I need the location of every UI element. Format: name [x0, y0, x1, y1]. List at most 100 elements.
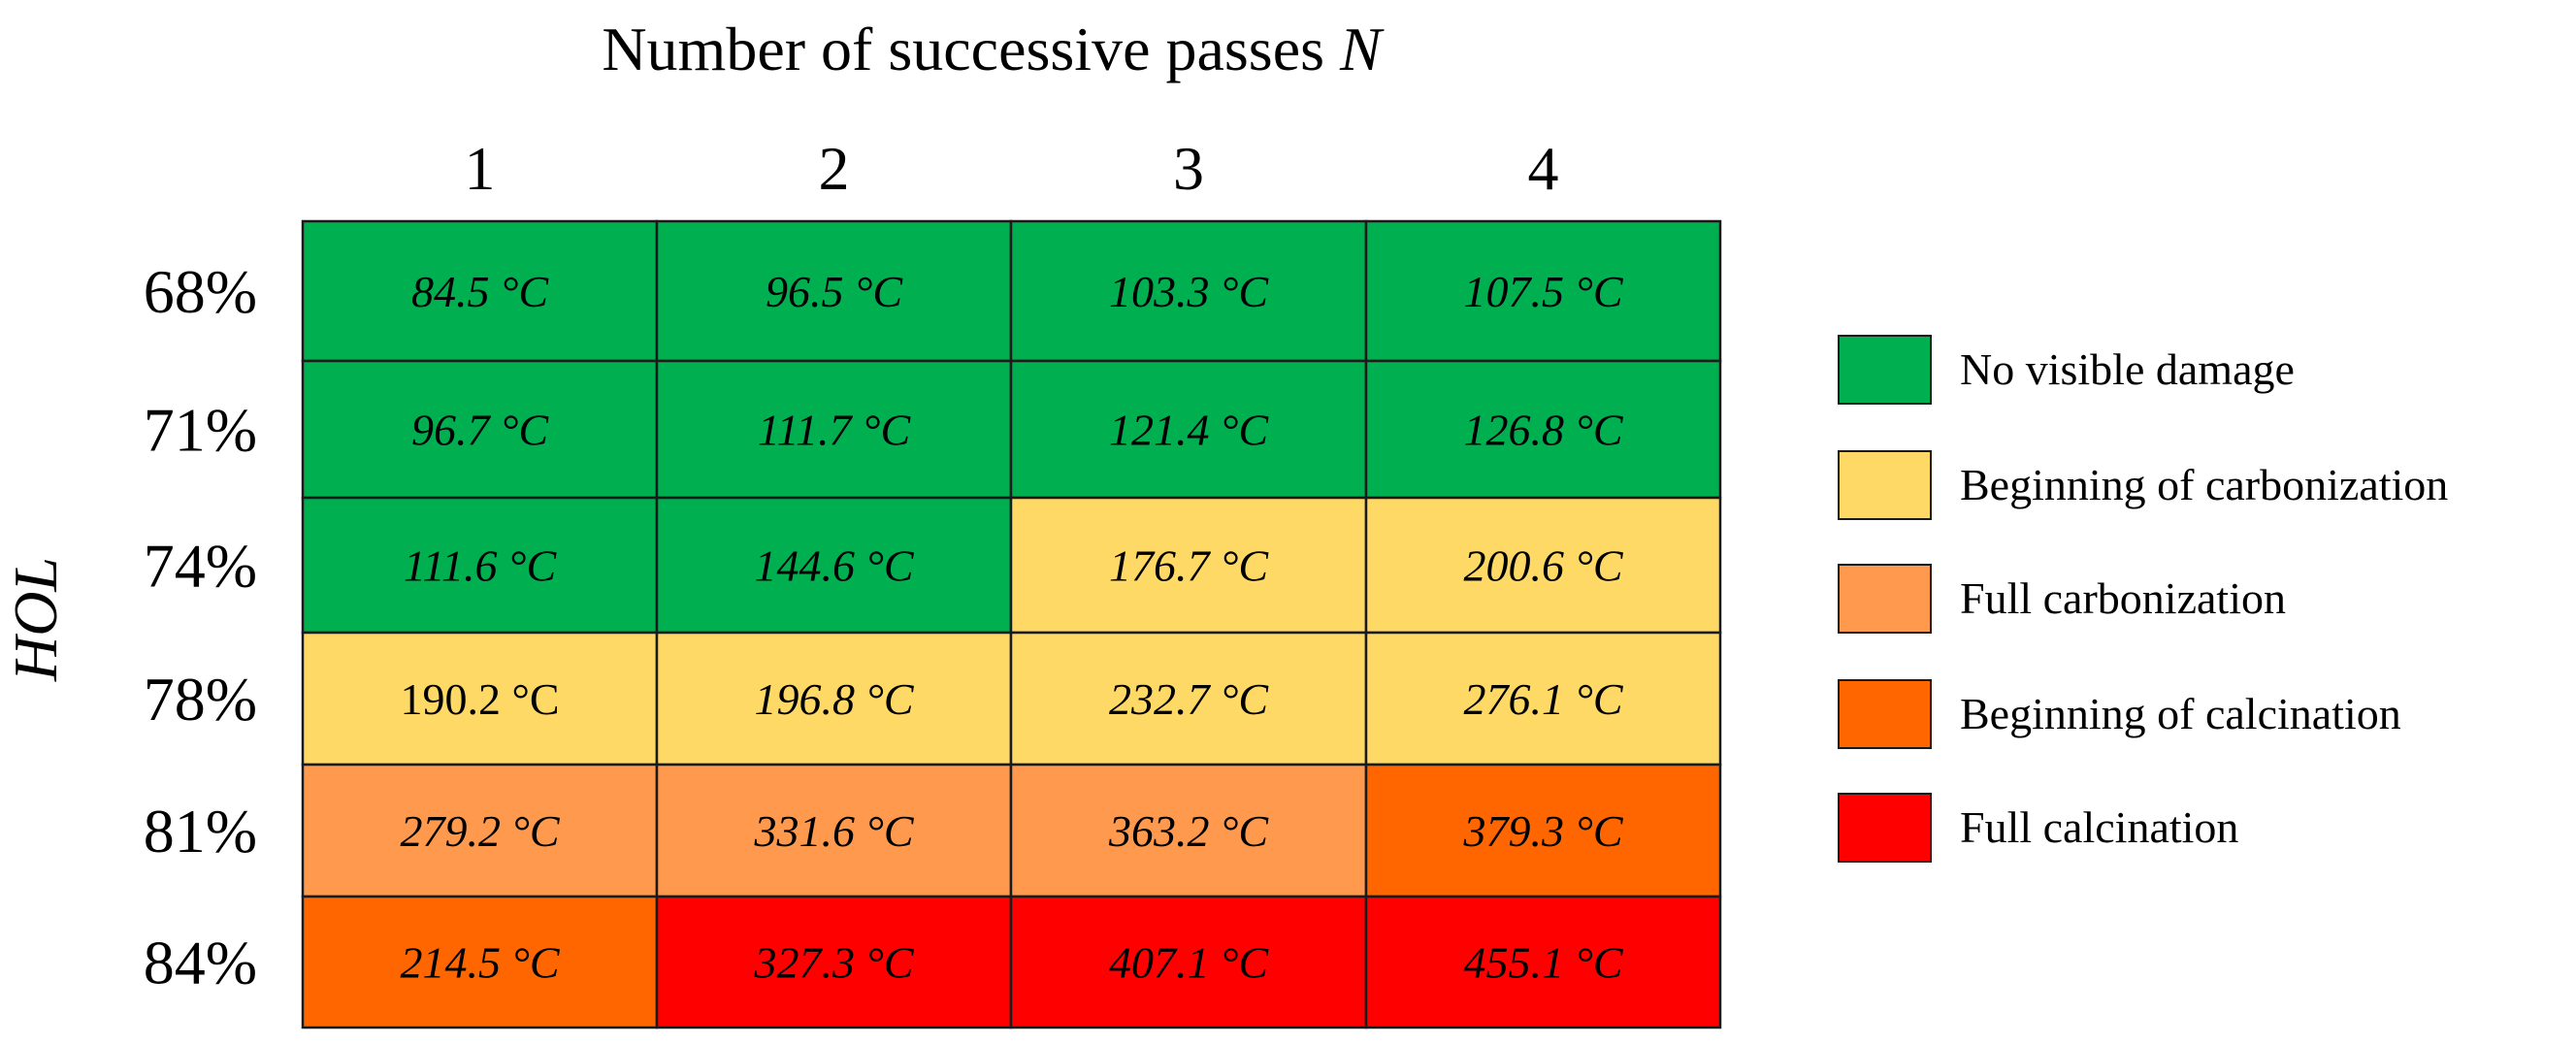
heatmap-cell-label: 327.3 °C	[753, 938, 914, 988]
heatmap-cell-label: 96.7 °C	[411, 406, 549, 455]
heatmap-cell: 176.7 °C	[1009, 496, 1368, 635]
heatmap-cell-rect	[655, 359, 1013, 500]
heatmap-cell-label: 379.3 °C	[1462, 806, 1623, 856]
legend-label: Beginning of calcination	[1960, 689, 2401, 738]
heatmap-cell: 111.6 °C	[301, 496, 659, 635]
legend-label: No visible damage	[1960, 344, 2295, 394]
legend-swatch	[1838, 679, 1932, 749]
heatmap-cell-rect	[1364, 631, 1722, 767]
heatmap-cell: 279.2 °C	[301, 763, 659, 898]
heatmap-cell-label: 279.2 °C	[400, 806, 560, 856]
x-axis-title: Number of successive passes N	[602, 15, 1385, 83]
heatmap-cell: 214.5 °C	[301, 895, 659, 1029]
legend-item: No visible damage	[1838, 335, 2295, 405]
legend: No visible damage Beginning of carbonizat…	[1838, 335, 2448, 863]
heatmap-cell-label: 121.4 °C	[1109, 406, 1269, 455]
legend-swatch	[1838, 450, 1932, 520]
heatmap-cell: 407.1 °C	[1009, 895, 1368, 1029]
heatmap-cell-label: 111.6 °C	[404, 541, 558, 591]
heatmap-cell-label: 232.7 °C	[1109, 674, 1269, 724]
x-axis-title-symbol: N	[1339, 15, 1385, 83]
heatmap-cell-rect	[655, 895, 1013, 1029]
heatmap-cell-label: 455.1 °C	[1463, 938, 1623, 988]
x-tick-label: 1	[465, 134, 496, 203]
x-tick-label: 2	[819, 134, 850, 203]
heatmap-cell: 327.3 °C	[655, 895, 1013, 1029]
heatmap-cell-rect	[301, 631, 659, 767]
heatmap-cell: 331.6 °C	[655, 763, 1013, 898]
heatmap-cell: 107.5 °C	[1364, 219, 1722, 363]
heatmap-cell: 121.4 °C	[1009, 359, 1368, 500]
heatmap-cell-label: 103.3 °C	[1109, 267, 1269, 316]
heatmap-cell: 200.6 °C	[1364, 496, 1722, 635]
heatmap-cell-rect	[1364, 219, 1722, 363]
heatmap-cell: 190.2 °C	[301, 631, 659, 767]
heatmap-cell: 84.5 °C	[301, 219, 659, 363]
x-tick-labels: 1 2 3 4	[465, 134, 1559, 203]
legend-swatch	[1838, 793, 1932, 863]
x-axis-title-text: Number of successive passes	[602, 15, 1340, 83]
heatmap-cell-rect	[655, 631, 1013, 767]
heatmap-cell-rect	[1009, 763, 1368, 898]
heatmap-cell-label: 84.5 °C	[411, 267, 549, 316]
heatmap-cell: 455.1 °C	[1364, 895, 1722, 1029]
heatmap-cell-rect	[301, 763, 659, 898]
heatmap-cell-label: 363.2 °C	[1108, 806, 1269, 856]
y-tick-label: 84%	[144, 929, 257, 997]
heatmap-cell-label: 126.8 °C	[1463, 406, 1623, 455]
heatmap-cell-label: 331.6 °C	[753, 806, 914, 856]
heatmap-cell-label: 276.1 °C	[1463, 674, 1623, 724]
heatmap-cell: 363.2 °C	[1009, 763, 1368, 898]
heatmap-cell-label: 144.6 °C	[754, 541, 914, 591]
heatmap-cell-label: 190.2 °C	[400, 674, 559, 724]
heatmap-cell-rect	[1364, 359, 1722, 500]
heatmap-cell-rect	[1009, 895, 1368, 1029]
heatmap-cell-rect	[301, 359, 659, 500]
y-tick-label: 81%	[144, 797, 257, 865]
heatmap-cell-label: 176.7 °C	[1109, 541, 1269, 591]
heatmap-cell-rect	[301, 219, 659, 363]
heatmap-cell: 96.5 °C	[655, 219, 1013, 363]
legend-label: Full calcination	[1960, 802, 2238, 852]
heatmap-cell-rect	[655, 219, 1013, 363]
legend-item: Beginning of calcination	[1838, 679, 2401, 749]
heatmap-cells: 84.5 °C 96.5 °C 103.3 °C 107.5 °C 96.7 °C 111…	[301, 219, 1722, 1029]
legend-item: Full calcination	[1838, 793, 2238, 863]
heatmap-cell: 196.8 °C	[655, 631, 1013, 767]
heatmap-cell-label: 200.6 °C	[1463, 541, 1623, 591]
heatmap-cell: 276.1 °C	[1364, 631, 1722, 767]
legend-item: Beginning of carbonization	[1838, 450, 2448, 520]
y-tick-label: 74%	[144, 532, 257, 601]
y-axis-title: HOL	[1, 557, 70, 682]
legend-item: Full carbonization	[1838, 564, 2286, 634]
heatmap-cell-rect	[1364, 496, 1722, 635]
x-tick-label: 3	[1173, 134, 1204, 203]
y-tick-label: 78%	[144, 665, 257, 734]
heatmap-cell-label: 407.1 °C	[1109, 938, 1269, 988]
heatmap-cell-label: 196.8 °C	[754, 674, 914, 724]
legend-swatch	[1838, 335, 1932, 405]
heatmap-cell-rect	[1009, 219, 1368, 363]
heatmap-cell-label: 107.5 °C	[1463, 267, 1623, 316]
x-tick-label: 4	[1528, 134, 1559, 203]
y-tick-labels: 68% 71% 74% 78% 81% 84%	[144, 257, 257, 997]
heatmap-cell-label: 214.5 °C	[400, 938, 560, 988]
heatmap-cell: 126.8 °C	[1364, 359, 1722, 500]
heatmap-cell: 144.6 °C	[655, 496, 1013, 635]
heatmap-cell: 103.3 °C	[1009, 219, 1368, 363]
heatmap-cell-rect	[301, 895, 659, 1029]
heatmap-cell-rect	[1364, 895, 1722, 1029]
heatmap-cell-rect	[655, 763, 1013, 898]
heatmap-cell-label: 96.5 °C	[766, 267, 903, 316]
heatmap-cell-label: 111.7 °C	[758, 406, 912, 455]
y-tick-label: 71%	[144, 396, 257, 465]
legend-label: Full carbonization	[1960, 573, 2286, 623]
legend-swatch	[1838, 564, 1932, 634]
heatmap-cell-rect	[1364, 763, 1722, 898]
heatmap-cell: 96.7 °C	[301, 359, 659, 500]
heatmap-cell: 111.7 °C	[655, 359, 1013, 500]
heatmap-cell: 379.3 °C	[1364, 763, 1722, 898]
legend-label: Beginning of carbonization	[1960, 460, 2448, 509]
heatmap-cell-rect	[655, 496, 1013, 635]
